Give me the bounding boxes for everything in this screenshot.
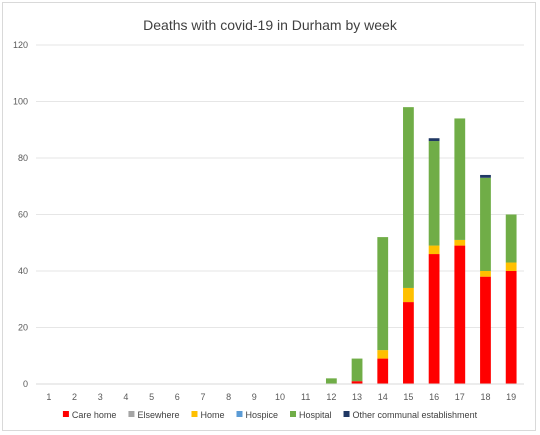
bar-week-14-care-home — [377, 358, 389, 384]
bar-week-14-hospital — [377, 237, 389, 351]
legend-item-other-communal-establishment: Other communal establishment — [343, 410, 478, 420]
legend-swatch — [290, 411, 297, 417]
bar-week-13-care-home — [351, 381, 363, 384]
bar-week-17-care-home — [454, 245, 466, 384]
x-tick-label: 4 — [123, 392, 128, 402]
bar-week-15-home — [403, 287, 414, 303]
x-tick-label: 8 — [226, 392, 231, 402]
legend-label: Hospital — [299, 410, 332, 420]
bar-week-19-care-home — [505, 271, 517, 384]
x-tick-label: 5 — [149, 392, 154, 402]
y-tick-label: 40 — [18, 266, 28, 276]
legend-item-hospital: Hospital — [290, 410, 332, 420]
x-tick-label: 10 — [275, 392, 285, 402]
legend-item-elsewhere: Elsewhere — [128, 410, 179, 420]
legend-swatch — [236, 411, 243, 417]
x-tick-label: 12 — [326, 392, 336, 402]
legend-item-care-home: Care home — [62, 410, 117, 420]
legend-swatch — [62, 411, 69, 417]
bar-week-15-care-home — [403, 302, 414, 384]
y-tick-label: 0 — [23, 379, 28, 389]
x-tick-label: 7 — [200, 392, 205, 402]
bar-week-17-home — [454, 239, 466, 246]
y-tick-label: 120 — [13, 40, 28, 50]
x-tick-label: 14 — [378, 392, 388, 402]
y-tick-label: 80 — [18, 153, 28, 163]
legend-label: Home — [200, 410, 224, 420]
x-tick-label: 19 — [506, 392, 516, 402]
bar-week-19-hospital — [505, 214, 517, 263]
stacked-bar-chart: Deaths with covid-19 in Durham by week 0… — [13, 17, 524, 420]
bar-week-18-home — [480, 271, 491, 277]
legend: Care home Elsewhere Home Hospice Hospital Oth… — [62, 410, 478, 420]
bar-week-15-hospital — [403, 107, 414, 288]
bar-week-19-home — [505, 262, 517, 271]
x-tick-label: 17 — [455, 392, 465, 402]
legend-swatch — [128, 411, 135, 417]
chart-title: Deaths with covid-19 in Durham by week — [143, 17, 398, 33]
legend-swatch — [343, 411, 350, 417]
bars — [325, 107, 517, 384]
bar-week-14-home — [377, 350, 389, 359]
legend-label: Elsewhere — [137, 410, 179, 420]
chart-frame: Deaths with covid-19 in Durham by week 0… — [2, 2, 536, 431]
legend-label: Other communal establishment — [353, 410, 478, 420]
y-tick-label: 20 — [18, 323, 28, 333]
bar-week-16-hospital — [428, 141, 440, 246]
y-tick-label: 60 — [18, 210, 28, 220]
gridlines — [36, 44, 524, 328]
bar-week-12-hospital — [325, 378, 337, 384]
bar-week-16-other-communal-establishment — [428, 138, 440, 142]
legend-label: Care home — [72, 410, 117, 420]
bar-week-16-home — [428, 245, 440, 255]
x-tick-label: 16 — [429, 392, 439, 402]
legend-item-hospice: Hospice — [236, 410, 278, 420]
x-tick-label: 13 — [352, 392, 362, 402]
legend-swatch — [191, 411, 198, 417]
x-axis-ticks: 1 2 3 4 5 6 7 8 9 10 11 12 13 14 15 16 17 18 19 — [46, 392, 516, 402]
legend-item-home: Home — [191, 410, 224, 420]
x-tick-label: 11 — [301, 392, 310, 402]
y-axis-ticks: 0 20 40 60 80 100 120 — [13, 40, 28, 389]
bar-week-17-hospital — [454, 118, 466, 240]
x-tick-label: 2 — [72, 392, 77, 402]
bar-week-13-hospital — [351, 358, 363, 382]
bar-week-18-other-communal-establishment — [480, 174, 491, 178]
bar-week-18-hospital — [480, 177, 491, 271]
x-tick-label: 9 — [252, 392, 257, 402]
legend-label: Hospice — [245, 410, 278, 420]
x-tick-label: 3 — [98, 392, 103, 402]
y-tick-label: 100 — [13, 97, 28, 107]
x-tick-label: 18 — [480, 392, 490, 402]
bar-week-16-care-home — [428, 254, 440, 384]
bar-week-18-care-home — [480, 276, 491, 384]
x-tick-label: 15 — [403, 392, 413, 402]
x-tick-label: 1 — [46, 392, 51, 402]
x-tick-label: 6 — [175, 392, 180, 402]
